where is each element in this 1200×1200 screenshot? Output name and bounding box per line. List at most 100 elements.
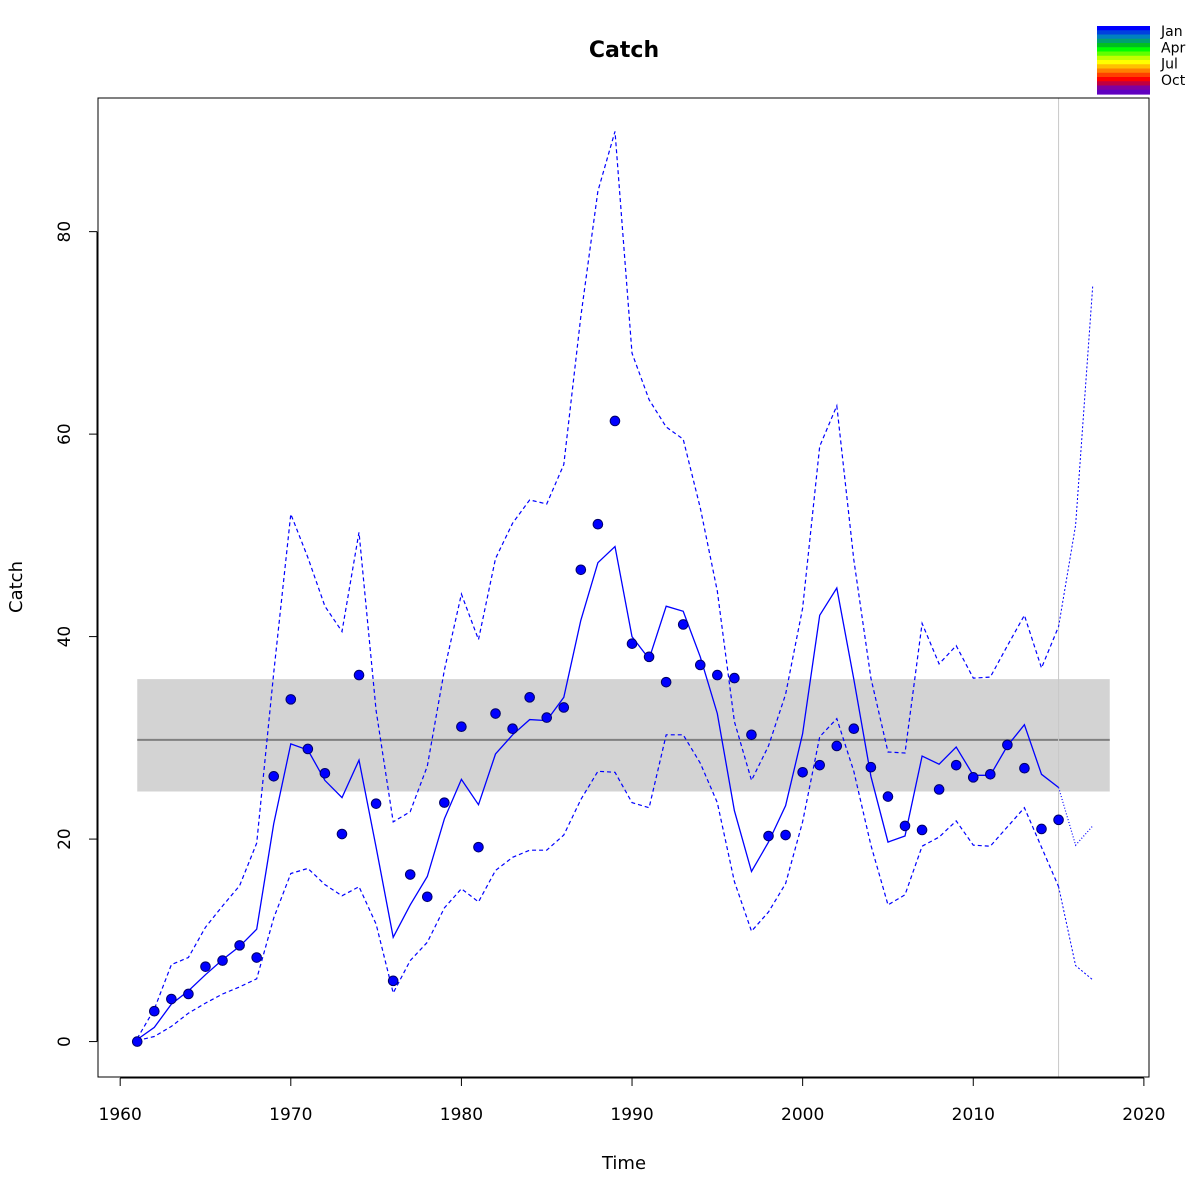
data-point [200,961,211,972]
legend-swatch [1097,47,1150,53]
data-point [217,955,228,966]
data-point [404,869,416,880]
legend-swatch [1097,43,1150,48]
y-tick-label: 0 [55,1036,75,1047]
x-tick-label: 2020 [1122,1105,1165,1125]
legend-swatch [1097,26,1150,31]
y-tick-label: 80 [55,221,75,243]
data-point [166,993,177,1005]
legend-label-jul: Jul [1160,57,1178,73]
x-tick-label: 1990 [610,1105,653,1125]
legend-swatch [1097,81,1150,87]
fitted-line [136,545,1059,1041]
data-point [967,772,979,783]
data-point [456,721,467,733]
data-point [609,415,621,427]
data-point [541,712,553,723]
x-axis-title: Time [601,1153,646,1174]
y-tick-label: 60 [55,423,75,445]
forecast-upper-line [1058,286,1094,627]
data-point [694,659,706,671]
data-point [131,1036,143,1047]
data-point [1002,739,1013,751]
axes-layer: 1960 1970 1980 1990 2000 2010 2020 0 20 40 60 80 [55,221,1166,1125]
data-point [421,891,433,903]
data-point [251,952,262,963]
legend-label-oct: Oct [1161,73,1186,89]
legend-swatch [1097,85,1150,91]
data-point [780,829,791,841]
data-point [899,820,911,832]
data-point [319,767,331,779]
data-point [950,759,962,771]
x-tick-label: 1970 [269,1105,312,1125]
data-point [507,723,518,735]
x-tick-label: 1960 [99,1105,142,1125]
data-point [439,797,450,808]
legend-swatch [1097,34,1150,40]
y-tick-label: 20 [55,828,75,850]
data-point [643,651,655,663]
data-point [302,743,314,755]
confidence-interval-layer [136,131,1094,1042]
mean-band [137,679,1110,792]
data-point [387,975,399,987]
observed-points-layer [131,415,1064,1047]
legend-swatch [1097,51,1150,57]
data-point [916,824,928,836]
chart-title: Catch [589,38,659,63]
legend-label-apr: Apr [1161,40,1185,56]
data-point [712,669,723,681]
data-point [285,694,297,705]
data-point [865,761,877,773]
x-tick-label: 2010 [952,1105,995,1125]
data-point [882,791,894,802]
data-point [763,830,774,842]
forecast-lower-line [1058,886,1094,981]
legend-swatch [1097,30,1150,36]
x-tick-label: 1980 [440,1105,483,1125]
y-tick-label: 40 [55,626,75,648]
mean-band-layer [137,98,1110,1077]
legend-label-jan: Jan [1160,24,1183,40]
data-point [473,841,484,853]
data-point [814,759,826,771]
data-point [234,940,245,951]
data-point [268,771,280,782]
data-point [353,669,365,681]
plot-frame [97,97,1150,1078]
data-point [1036,823,1047,835]
data-point [626,638,638,649]
data-point [1019,762,1030,774]
data-point [149,1005,160,1017]
lower-ci-line [137,717,1060,1042]
legend-swatch [1097,89,1150,95]
data-point [336,828,348,840]
x-tick-label: 2000 [781,1105,824,1125]
data-point [660,676,672,688]
data-point [592,518,604,530]
legend-swatch [1097,55,1150,61]
data-point [797,766,808,778]
legend-swatch [1097,68,1150,74]
data-point [524,692,535,703]
data-point [677,619,689,630]
data-point [370,798,382,809]
data-point [558,702,570,713]
data-point [985,768,996,780]
data-point [575,564,587,576]
data-point [183,988,194,1000]
fitted-line-layer [136,545,1094,1041]
legend-swatch [1097,72,1150,78]
data-point [933,784,945,795]
legend-swatch [1097,64,1150,70]
legend-swatch [1097,60,1150,65]
data-point [831,740,843,752]
data-point [490,708,501,719]
legend-swatch [1097,38,1150,44]
legend-swatch [1097,77,1150,82]
data-point [848,723,860,735]
upper-ci-line [136,131,1060,1039]
